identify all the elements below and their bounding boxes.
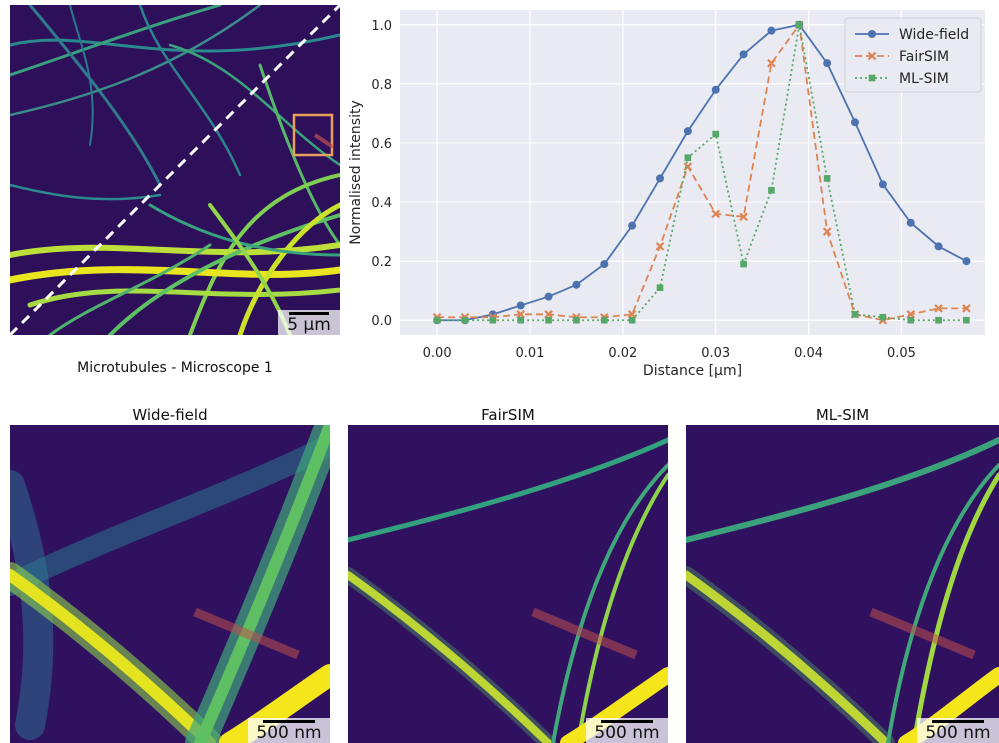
data-point xyxy=(768,186,775,194)
inset-title-mlsim: ML-SIM xyxy=(815,406,870,424)
x-tick-label: 0.01 xyxy=(516,346,545,361)
legend-marker xyxy=(868,74,876,82)
data-point xyxy=(628,316,636,324)
x-tick-label: 0.04 xyxy=(794,346,823,361)
data-point xyxy=(795,21,803,29)
legend-box xyxy=(844,17,982,93)
data-point xyxy=(600,260,609,269)
data-point xyxy=(627,310,637,319)
inset-title-widefield: Wide-field xyxy=(132,406,208,424)
series-line-2 xyxy=(437,24,967,322)
y-tick-label: 0.8 xyxy=(371,78,392,93)
y-axis-label: Normalised intensity xyxy=(348,100,364,244)
data-point xyxy=(572,280,581,289)
inset-fairsim-scale-label: 500 nm xyxy=(594,723,660,743)
data-point xyxy=(461,316,469,324)
data-point xyxy=(655,242,665,251)
data-point xyxy=(878,180,887,189)
data-point xyxy=(516,310,525,319)
inset-mlsim-scalebar: 500 nm xyxy=(917,718,999,743)
data-point xyxy=(962,304,971,313)
data-point xyxy=(711,209,720,219)
overview-scale-label: 5 µm xyxy=(287,315,331,335)
y-tick-label: 0.0 xyxy=(371,314,392,329)
data-point xyxy=(683,127,692,136)
legend-label: FairSIM xyxy=(899,49,949,65)
x-tick-label: 0.00 xyxy=(423,346,452,361)
inset-mlsim-scale-label: 500 nm xyxy=(925,723,991,743)
data-point xyxy=(822,227,832,236)
data-point xyxy=(600,316,608,324)
data-point xyxy=(545,316,552,324)
data-point xyxy=(544,292,553,301)
series-line-0 xyxy=(437,23,967,322)
data-point xyxy=(879,313,887,321)
y-tick-label: 0.6 xyxy=(371,137,392,152)
y-tick-label: 1.0 xyxy=(371,19,392,34)
inset-fairsim-scalebar: 500 nm xyxy=(586,718,668,743)
data-point xyxy=(712,130,720,138)
overview-scalebar: 5 µm xyxy=(278,310,340,335)
inset-mlsim-image: 500 nm xyxy=(686,425,999,743)
profile-line xyxy=(313,133,335,149)
data-point xyxy=(934,242,943,251)
split-line xyxy=(10,5,340,335)
legend-marker xyxy=(867,51,877,61)
x-tick-label: 0.03 xyxy=(701,346,730,361)
data-point xyxy=(656,284,664,292)
data-point xyxy=(544,310,553,319)
x-tick-label: 0.02 xyxy=(608,346,637,361)
roi-box xyxy=(292,113,334,157)
data-point xyxy=(934,304,943,313)
inset-title-fairsim: FairSIM xyxy=(481,406,535,424)
data-point xyxy=(516,301,525,310)
x-axis-label: Distance [µm] xyxy=(643,363,742,379)
series-line-1 xyxy=(437,22,967,322)
inset-widefield-image: 500 nm xyxy=(10,425,330,743)
data-point xyxy=(935,316,942,324)
data-point xyxy=(433,316,441,324)
data-point xyxy=(907,316,915,324)
data-point xyxy=(851,118,859,127)
data-point xyxy=(489,316,497,324)
data-point xyxy=(823,59,832,68)
data-point xyxy=(823,175,831,182)
data-point xyxy=(962,257,971,266)
data-point xyxy=(711,85,720,94)
overview-image-canvas xyxy=(10,5,340,335)
data-point xyxy=(683,162,693,171)
intensity-profile-chart: 0.00 0.01 0.02 0.03 0.04 0.05 0.0 0.2 0.4 0.6 0.8 1… xyxy=(348,10,985,379)
data-point xyxy=(573,316,580,324)
legend-label: Wide-field xyxy=(899,27,969,43)
inset-widefield-scalebar: 500 nm xyxy=(248,718,330,743)
data-point xyxy=(767,58,776,68)
overview-image: 5 µm xyxy=(10,5,340,335)
data-point xyxy=(767,26,776,35)
data-point xyxy=(963,316,970,324)
data-point xyxy=(906,218,915,227)
legend-label: ML-SIM xyxy=(899,71,949,87)
y-tick-label: 0.4 xyxy=(371,196,392,211)
inset-fairsim-image: 500 nm xyxy=(348,425,668,743)
data-point xyxy=(517,316,525,324)
data-point xyxy=(906,310,915,319)
data-point xyxy=(739,212,748,222)
data-point xyxy=(739,50,748,59)
inset-widefield-scale-label: 500 nm xyxy=(256,723,322,743)
y-tick-label: 0.2 xyxy=(371,255,392,270)
data-point xyxy=(851,311,859,318)
x-tick-label: 0.05 xyxy=(887,346,916,361)
filament-network xyxy=(10,5,340,335)
legend-marker xyxy=(868,30,876,38)
left-caption: Microtubules - Microscope 1 xyxy=(77,360,273,376)
data-point xyxy=(684,154,692,162)
data-point xyxy=(656,174,664,183)
data-point xyxy=(628,221,637,230)
data-point xyxy=(740,260,747,268)
